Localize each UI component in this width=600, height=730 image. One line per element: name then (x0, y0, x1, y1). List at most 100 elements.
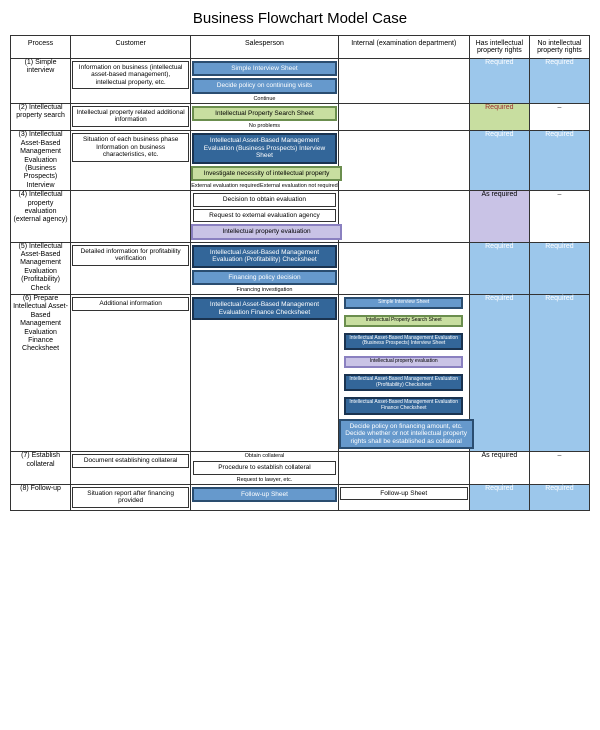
flow-box: Additional information (72, 297, 190, 310)
rights-cell: Required (529, 131, 589, 191)
flow-box: Simple Interview Sheet (192, 61, 337, 76)
table-row: (3) Intellectual Asset-Based Management … (11, 131, 590, 191)
customer-cell (71, 191, 191, 242)
note-r: External evaluation not required (260, 183, 338, 189)
table-row: (4) Intellectual property evaluation (ex… (11, 191, 590, 242)
flow-box: Decide policy on continuing visits (192, 78, 337, 93)
flow-box: Decision to obtain evaluation (193, 193, 336, 206)
flow-box: Intellectual Asset-Based Management Eval… (344, 397, 463, 415)
table-row: (6) Prepare Intellectual Asset-Based Man… (11, 295, 590, 452)
flow-box: Information on business (intellectual as… (72, 61, 190, 89)
flow-box: Financing policy decision (192, 270, 337, 285)
flowchart-table: Process Customer Salesperson Internal (e… (10, 35, 590, 511)
customer-cell: Situation of each business phase Informa… (71, 131, 191, 191)
process-label: (3) Intellectual Asset-Based Management … (11, 131, 71, 191)
flow-box: Decide policy on financing amount, etc. … (339, 419, 474, 449)
flow-box: Situation of each business phase Informa… (72, 133, 190, 161)
rights-cell: Required (529, 484, 589, 510)
flow-box: Investigate necessity of intellectual pr… (191, 166, 342, 181)
rights-cell: As required (469, 452, 529, 484)
flow-box: Intellectual property related additional… (72, 106, 190, 127)
flow-note: Obtain collateral (191, 453, 337, 459)
flow-box: Follow-up Sheet (340, 487, 468, 500)
internal-cell (338, 131, 469, 191)
rights-cell: Required (469, 484, 529, 510)
flow-box: Detailed information for profitability v… (72, 245, 190, 266)
rights-cell: Required (529, 59, 589, 104)
internal-cell: Follow-up Sheet (338, 484, 469, 510)
hdr-customer: Customer (71, 36, 191, 59)
process-label: (1) Simple interview (11, 59, 71, 104)
page-title: Business Flowchart Model Case (10, 10, 590, 27)
process-label: (2) Intellectual property search (11, 103, 71, 130)
flow-note: Request to lawyer, etc. (191, 477, 337, 483)
customer-cell: Detailed information for profitability v… (71, 242, 191, 294)
sales-cell: Follow-up Sheet (191, 484, 338, 510)
flow-box: Intellectual property evaluation (344, 356, 463, 368)
sales-cell: Simple Interview Sheet Decide policy on c… (191, 59, 338, 104)
hdr-sales: Salesperson (191, 36, 338, 59)
flow-box: Intellectual Asset-Based Management Eval… (192, 297, 337, 320)
process-label: (7) Establish collateral (11, 452, 71, 484)
internal-cell: Simple Interview Sheet Intellectual Prope… (338, 295, 469, 452)
internal-cell (338, 191, 469, 242)
flow-box: Intellectual Asset-Based Management Eval… (344, 333, 463, 351)
flow-box: Simple Interview Sheet (344, 297, 463, 309)
rights-cell: – (529, 191, 589, 242)
hdr-internal: Internal (examination department) (338, 36, 469, 59)
flow-box: Intellectual Property Search Sheet (192, 106, 337, 121)
table-row: (5) Intellectual Asset-Based Management … (11, 242, 590, 294)
flow-box: Intellectual Asset-Based Management Eval… (344, 374, 463, 392)
rights-cell: Required (469, 103, 529, 130)
internal-cell (338, 103, 469, 130)
flow-box: Intellectual property evaluation (191, 224, 342, 239)
internal-cell (338, 242, 469, 294)
sales-cell: Intellectual Asset-Based Management Eval… (191, 131, 338, 191)
flow-box: Intellectual Asset-Based Management Eval… (192, 133, 337, 163)
flow-box: Intellectual Asset-Based Management Eval… (192, 245, 337, 268)
table-row: (2) Intellectual property searchIntellec… (11, 103, 590, 130)
internal-cell (338, 452, 469, 484)
hdr-rights-no: No intellectual property rights (529, 36, 589, 59)
process-label: (8) Follow-up (11, 484, 71, 510)
rights-cell: As required (469, 191, 529, 242)
flow-note: No problems (191, 123, 337, 129)
customer-cell: Information on business (intellectual as… (71, 59, 191, 104)
sales-cell: Intellectual Property Search Sheet No pro… (191, 103, 338, 130)
hdr-rights-yes: Has intellectual property rights (469, 36, 529, 59)
flow-note: Financing investigation (191, 287, 337, 293)
hdr-process: Process (11, 36, 71, 59)
process-label: (5) Intellectual Asset-Based Management … (11, 242, 71, 294)
flow-box: Intellectual Property Search Sheet (344, 315, 463, 327)
header-row: Process Customer Salesperson Internal (e… (11, 36, 590, 59)
sales-cell: Obtain collateral Procedure to establish … (191, 452, 338, 484)
rights-cell: Required (469, 59, 529, 104)
rights-cell: Required (529, 295, 589, 452)
table-row: (7) Establish collateralDocument establi… (11, 452, 590, 484)
process-label: (4) Intellectual property evaluation (ex… (11, 191, 71, 242)
process-label: (6) Prepare Intellectual Asset-Based Man… (11, 295, 71, 452)
customer-cell: Situation report after financing provide… (71, 484, 191, 510)
customer-cell: Intellectual property related additional… (71, 103, 191, 130)
flow-box: Document establishing collateral (72, 454, 190, 467)
rights-cell: – (529, 103, 589, 130)
customer-cell: Document establishing collateral (71, 452, 191, 484)
rights-cell: – (529, 452, 589, 484)
flow-box: Procedure to establish collateral (193, 461, 336, 474)
rights-cell: Required (469, 295, 529, 452)
rights-cell: Required (529, 242, 589, 294)
table-row: (1) Simple interviewInformation on busin… (11, 59, 590, 104)
flow-box: Follow-up Sheet (192, 487, 337, 502)
flow-note: Continue (191, 96, 337, 102)
note-l: External evaluation required (191, 183, 260, 189)
rights-cell: Required (469, 242, 529, 294)
sales-cell: Intellectual Asset-Based Management Eval… (191, 295, 338, 452)
flow-box: Request to external evaluation agency (193, 209, 336, 222)
rights-cell: Required (469, 131, 529, 191)
table-row: (8) Follow-upSituation report after fina… (11, 484, 590, 510)
sales-cell: Decision to obtain evaluation Request to … (191, 191, 338, 242)
customer-cell: Additional information (71, 295, 191, 452)
sales-cell: Intellectual Asset-Based Management Eval… (191, 242, 338, 294)
internal-cell (338, 59, 469, 104)
flow-box: Situation report after financing provide… (72, 487, 190, 508)
